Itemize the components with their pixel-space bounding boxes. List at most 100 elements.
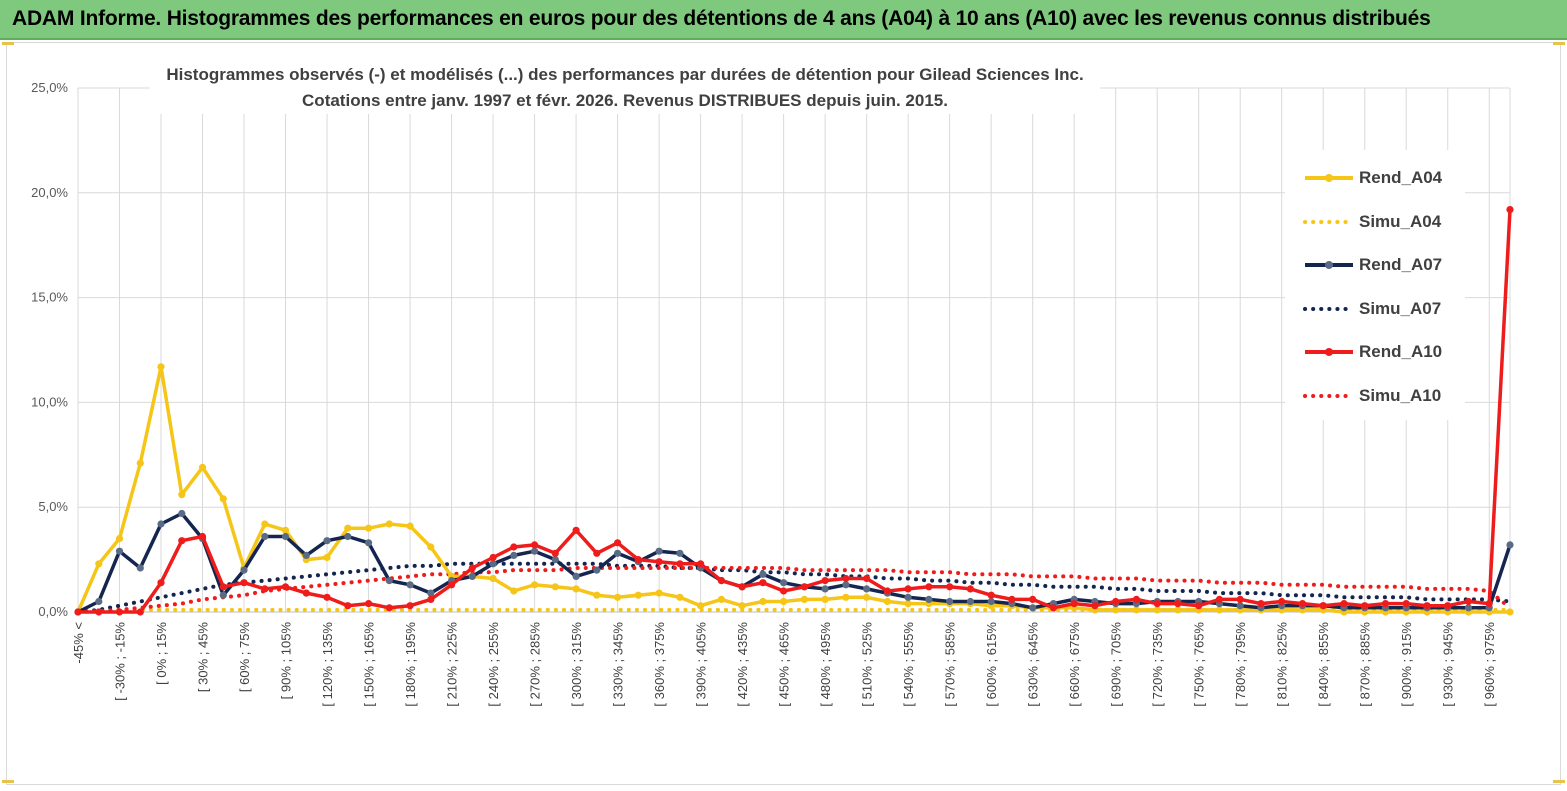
data-point-rend-a10 (1506, 206, 1514, 214)
data-point-rend-a10 (1340, 600, 1348, 608)
data-point-rend-a10 (1298, 600, 1307, 608)
chart-series (74, 206, 1514, 616)
data-point-rend-a04 (863, 593, 871, 601)
data-point-rend-a10 (1464, 597, 1473, 606)
data-point-rend-a10 (531, 541, 539, 549)
data-point-rend-a10 (323, 593, 331, 601)
x-tick-label: [ 210% ; 225% (445, 622, 460, 707)
data-point-rend-a10 (1361, 602, 1369, 610)
data-point-rend-a10 (136, 608, 144, 616)
data-point-rend-a04 (800, 595, 809, 604)
data-point-rend-a10 (1236, 595, 1244, 604)
data-point-rend-a04 (219, 495, 227, 503)
data-point-rend-a07 (344, 532, 352, 541)
data-point-rend-a04 (593, 591, 601, 599)
data-point-rend-a10 (510, 543, 518, 551)
data-point-rend-a04 (551, 583, 559, 591)
data-point-rend-a10 (780, 587, 788, 595)
y-tick-label: 0,0% (38, 604, 68, 619)
x-tick-label: [ 570% ; 585% (943, 622, 958, 707)
legend-swatch-rend-a10 (1305, 348, 1353, 356)
x-tick-label: [ 240% ; 255% (486, 622, 501, 707)
data-point-rend-a10 (365, 600, 373, 608)
data-point-rend-a07 (676, 549, 684, 557)
x-tick-label: [ -30% ; -15% (113, 622, 128, 701)
legend-swatch-simu-a04 (1303, 220, 1355, 224)
data-point-rend-a10 (281, 583, 290, 591)
data-point-rend-a10 (634, 556, 642, 564)
data-point-rend-a10 (219, 583, 227, 591)
data-point-rend-a04 (572, 585, 580, 593)
x-tick-label: -45% < (71, 622, 86, 664)
x-tick-label: [ 90% ; 105% (279, 622, 294, 700)
data-point-rend-a04 (115, 535, 124, 543)
data-point-rend-a04 (136, 459, 144, 467)
x-tick-label: [ 630% ; 645% (1026, 622, 1041, 707)
data-point-rend-a04 (365, 524, 373, 532)
data-point-rend-a07 (489, 560, 497, 568)
data-point-rend-a10 (717, 577, 726, 585)
chart-title-line-2: Cotations entre janv. 1997 et févr. 2026… (302, 91, 948, 110)
data-point-rend-a10 (1029, 595, 1037, 604)
data-point-rend-a04 (1132, 606, 1140, 614)
x-tick-label: [ 960% ; 975% (1482, 622, 1497, 707)
data-point-rend-a10 (261, 585, 269, 593)
data-point-rend-a04 (510, 587, 518, 595)
data-point-rend-a10 (821, 577, 829, 585)
data-point-rend-a10 (240, 579, 248, 587)
data-point-rend-a10 (1257, 600, 1265, 608)
frame-corner-mark (2, 42, 14, 45)
legend-item-simu-a04: Simu_A04 (1303, 210, 1463, 234)
data-point-rend-a07 (510, 551, 518, 560)
data-point-rend-a04 (95, 560, 103, 568)
data-point-rend-a07 (966, 597, 975, 606)
x-tick-label: [ 540% ; 555% (901, 622, 916, 707)
data-point-rend-a04 (717, 595, 726, 604)
chart-title-line-1: Histogrammes observés (-) et modélisés (… (166, 65, 1084, 84)
data-point-rend-a10 (406, 602, 414, 610)
legend-label: Simu_A07 (1359, 299, 1442, 318)
data-point-rend-a04 (344, 524, 352, 532)
data-point-rend-a10 (157, 579, 165, 587)
data-point-rend-a10 (946, 583, 954, 591)
report-title: ADAM Informe. Histogrammes des performan… (12, 7, 1431, 30)
x-tick-label: [ 300% ; 315% (569, 622, 584, 707)
y-tick-label: 10,0% (31, 394, 68, 409)
legend-label: Simu_A04 (1359, 212, 1442, 231)
data-point-rend-a04 (904, 600, 912, 608)
legend-item-rend-a04: Rend_A04 (1303, 166, 1463, 190)
x-tick-label: [ 390% ; 405% (694, 622, 709, 707)
data-point-rend-a10 (697, 560, 705, 568)
data-point-rend-a04 (676, 593, 684, 601)
data-point-rend-a10 (1444, 602, 1452, 610)
data-point-rend-a04 (1174, 606, 1182, 614)
data-point-rend-a04 (178, 491, 186, 499)
chart-legend (1285, 150, 1465, 420)
data-point-rend-a10 (614, 539, 622, 547)
data-point-rend-a10 (1423, 602, 1431, 610)
legend-label: Rend_A04 (1359, 168, 1443, 187)
data-point-rend-a04 (198, 463, 207, 471)
data-point-rend-a07 (323, 537, 331, 545)
data-point-rend-a07 (759, 570, 767, 578)
x-axis: -45% < [ -30% ; -15% [ 0% ; 15% [ 30% ; 45%… (71, 611, 1510, 707)
data-point-rend-a07 (593, 566, 601, 574)
data-point-rend-a04 (842, 593, 850, 601)
data-point-rend-a10 (572, 526, 580, 534)
data-point-rend-a07 (987, 597, 995, 606)
data-point-rend-a10 (676, 560, 684, 568)
data-point-rend-a10 (1215, 595, 1223, 604)
data-point-rend-a10 (925, 583, 933, 591)
legend-item-rend-a07: Rend_A07 (1303, 253, 1463, 277)
x-tick-label: [ 810% ; 825% (1275, 622, 1290, 707)
data-point-rend-a07 (925, 595, 933, 604)
x-tick-label: [ 690% ; 705% (1109, 622, 1124, 707)
y-tick-label: 25,0% (31, 80, 68, 95)
data-point-rend-a04 (323, 553, 331, 562)
data-point-rend-a07 (157, 520, 165, 528)
data-point-rend-a10 (883, 587, 892, 595)
data-point-rend-a10 (74, 608, 82, 616)
data-point-rend-a07 (821, 585, 829, 593)
data-point-rend-a07 (780, 579, 788, 587)
x-tick-label: [ 450% ; 465% (777, 622, 792, 707)
